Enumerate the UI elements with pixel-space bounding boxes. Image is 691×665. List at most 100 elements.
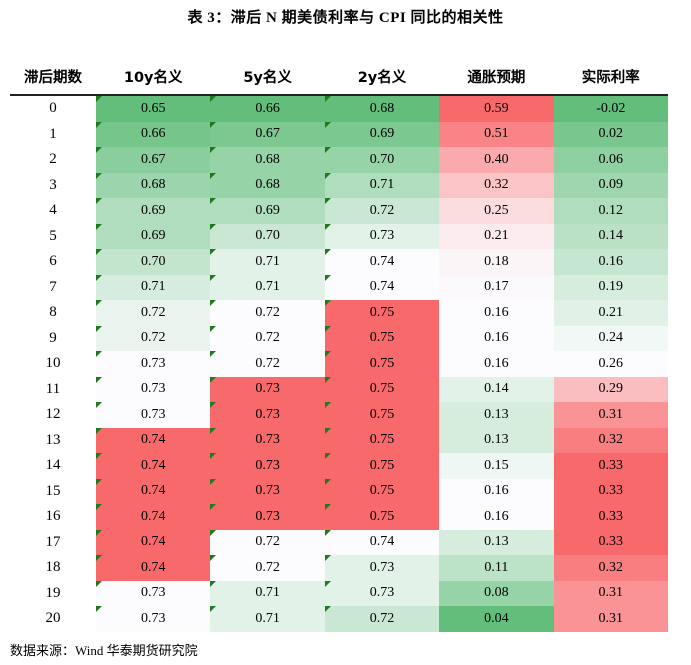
cell-inflation-expectation: 0.04	[439, 606, 554, 632]
cell-10y-nominal: 0.73	[96, 580, 211, 606]
cell-5y-nominal: 0.66	[210, 95, 325, 122]
source-note: 数据来源：Wind 华泰期货研究院	[10, 640, 198, 659]
cell-inflation-expectation: 0.11	[439, 555, 554, 581]
cell-5y-nominal: 0.72	[210, 325, 325, 351]
cell-10y-nominal: 0.74	[96, 555, 211, 581]
cell-real-rate: 0.26	[553, 351, 668, 377]
cell-real-rate: 0.29	[553, 376, 668, 402]
source-value: Wind 华泰期货研究院	[75, 643, 198, 658]
table-row: 15 0.74 0.73 0.75 0.16 0.33	[10, 478, 668, 504]
table-row: 10 0.73 0.72 0.75 0.16 0.26	[10, 351, 668, 377]
cell-real-rate: 0.31	[553, 580, 668, 606]
cell-10y-nominal: 0.69	[96, 198, 211, 224]
cell-real-rate: 0.12	[553, 198, 668, 224]
cell-real-rate: 0.09	[553, 172, 668, 198]
cell-5y-nominal: 0.72	[210, 351, 325, 377]
table-row: 8 0.72 0.72 0.75 0.16 0.21	[10, 300, 668, 326]
cell-10y-nominal: 0.65	[96, 95, 211, 122]
cell-lag: 1	[10, 121, 96, 147]
table-row: 19 0.73 0.71 0.73 0.08 0.31	[10, 580, 668, 606]
cell-inflation-expectation: 0.32	[439, 172, 554, 198]
cell-inflation-expectation: 0.13	[439, 529, 554, 555]
cell-real-rate: 0.02	[553, 121, 668, 147]
cell-10y-nominal: 0.74	[96, 504, 211, 530]
header-10y-nominal: 10y名义	[96, 58, 211, 96]
cell-real-rate: 0.33	[553, 504, 668, 530]
cell-2y-nominal: 0.68	[324, 95, 440, 122]
cell-10y-nominal: 0.73	[96, 402, 211, 428]
cell-2y-nominal: 0.72	[324, 198, 440, 224]
cell-10y-nominal: 0.73	[96, 606, 211, 632]
cell-10y-nominal: 0.74	[96, 529, 211, 555]
cell-2y-nominal: 0.75	[324, 427, 440, 453]
cell-5y-nominal: 0.68	[210, 172, 325, 198]
cell-real-rate: 0.33	[553, 453, 668, 479]
cell-10y-nominal: 0.67	[96, 147, 211, 173]
cell-inflation-expectation: 0.18	[439, 249, 554, 275]
cell-inflation-expectation: 0.13	[439, 402, 554, 428]
cell-real-rate: 0.31	[553, 606, 668, 632]
cell-2y-nominal: 0.75	[324, 300, 440, 326]
cell-10y-nominal: 0.74	[96, 427, 211, 453]
cell-lag: 12	[10, 402, 96, 428]
cell-5y-nominal: 0.72	[210, 300, 325, 326]
table-row: 1 0.66 0.67 0.69 0.51 0.02	[10, 121, 668, 147]
table-title: 表 3：滞后 N 期美债利率与 CPI 同比的相关性	[187, 10, 504, 26]
cell-5y-nominal: 0.73	[210, 427, 325, 453]
cell-lag: 5	[10, 223, 96, 249]
table-row: 5 0.69 0.70 0.73 0.21 0.14	[10, 223, 668, 249]
cell-real-rate: -0.02	[553, 95, 668, 122]
cell-inflation-expectation: 0.13	[439, 427, 554, 453]
cell-lag: 9	[10, 325, 96, 351]
cell-inflation-expectation: 0.51	[439, 121, 554, 147]
cell-inflation-expectation: 0.21	[439, 223, 554, 249]
cell-2y-nominal: 0.75	[324, 504, 440, 530]
cell-inflation-expectation: 0.16	[439, 478, 554, 504]
table-row: 11 0.73 0.73 0.75 0.14 0.29	[10, 376, 668, 402]
cell-inflation-expectation: 0.59	[439, 95, 554, 122]
cell-2y-nominal: 0.75	[324, 325, 440, 351]
cell-2y-nominal: 0.75	[324, 453, 440, 479]
cell-5y-nominal: 0.72	[210, 555, 325, 581]
cell-2y-nominal: 0.74	[324, 274, 440, 300]
cell-2y-nominal: 0.74	[324, 529, 440, 555]
cell-inflation-expectation: 0.17	[439, 274, 554, 300]
cell-real-rate: 0.14	[553, 223, 668, 249]
cell-inflation-expectation: 0.40	[439, 147, 554, 173]
cell-2y-nominal: 0.75	[324, 402, 440, 428]
cell-lag: 13	[10, 427, 96, 453]
table-row: 2 0.67 0.68 0.70 0.40 0.06	[10, 147, 668, 173]
cell-inflation-expectation: 0.16	[439, 300, 554, 326]
cell-10y-nominal: 0.72	[96, 325, 211, 351]
cell-10y-nominal: 0.74	[96, 478, 211, 504]
table-row: 9 0.72 0.72 0.75 0.16 0.24	[10, 325, 668, 351]
header-real-rate: 实际利率	[553, 58, 668, 96]
cell-2y-nominal: 0.72	[324, 606, 440, 632]
cell-2y-nominal: 0.75	[324, 376, 440, 402]
cell-5y-nominal: 0.72	[210, 529, 325, 555]
cell-lag: 4	[10, 198, 96, 224]
cell-10y-nominal: 0.72	[96, 300, 211, 326]
table-row: 6 0.70 0.71 0.74 0.18 0.16	[10, 249, 668, 275]
cell-lag: 18	[10, 555, 96, 581]
cell-lag: 11	[10, 376, 96, 402]
cell-10y-nominal: 0.69	[96, 223, 211, 249]
cell-2y-nominal: 0.73	[324, 580, 440, 606]
cell-real-rate: 0.33	[553, 529, 668, 555]
cell-5y-nominal: 0.68	[210, 147, 325, 173]
source-label: 数据来源：	[10, 644, 76, 659]
cell-inflation-expectation: 0.16	[439, 325, 554, 351]
cell-inflation-expectation: 0.25	[439, 198, 554, 224]
cell-lag: 15	[10, 478, 96, 504]
cell-lag: 0	[10, 95, 96, 122]
cell-10y-nominal: 0.66	[96, 121, 211, 147]
cell-5y-nominal: 0.71	[210, 580, 325, 606]
cell-real-rate: 0.32	[553, 555, 668, 581]
cell-real-rate: 0.19	[553, 274, 668, 300]
cell-real-rate: 0.33	[553, 478, 668, 504]
cell-lag: 8	[10, 300, 96, 326]
table-row: 3 0.68 0.68 0.71 0.32 0.09	[10, 172, 668, 198]
cell-inflation-expectation: 0.16	[439, 351, 554, 377]
cell-inflation-expectation: 0.08	[439, 580, 554, 606]
cell-10y-nominal: 0.74	[96, 453, 211, 479]
